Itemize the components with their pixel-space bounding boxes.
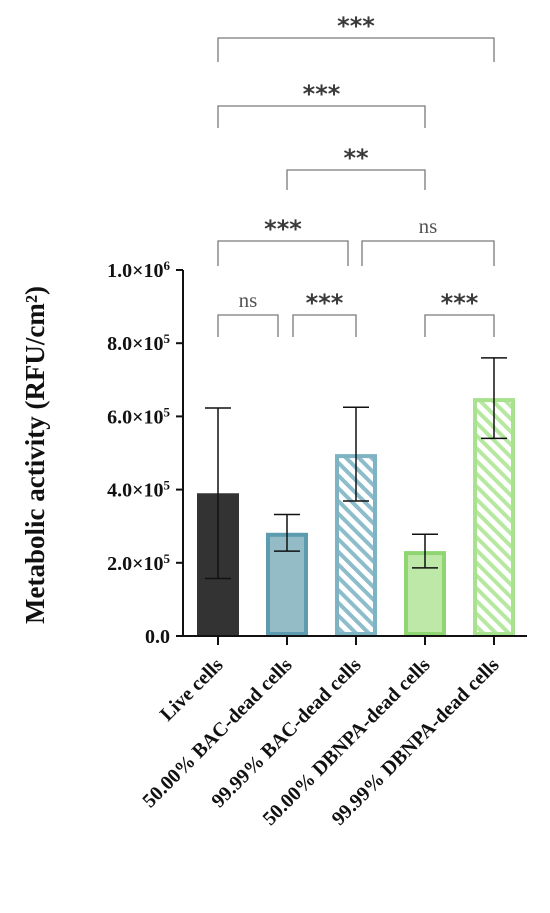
- significance-label: ns: [239, 288, 258, 312]
- error-bar: [481, 357, 507, 440]
- significance-bracket: ns: [217, 288, 279, 337]
- error-bar: [205, 407, 231, 580]
- y-tick-label: 0.0: [145, 626, 170, 648]
- significance-label: **: [343, 144, 369, 172]
- significance-label: ns: [419, 214, 438, 238]
- y-tick-label: 2.0×105: [107, 550, 170, 575]
- significance-bracket: ***: [292, 289, 357, 337]
- error-bar: [343, 406, 369, 502]
- significance-bracket: **: [286, 144, 426, 190]
- significance-bracket: ***: [217, 215, 349, 266]
- y-tick-label: 6.0×105: [107, 404, 170, 429]
- error-bar: [274, 513, 300, 552]
- x-tick-label: Live cells: [156, 654, 228, 726]
- error-bar: [412, 533, 438, 569]
- significance-label: ***: [441, 289, 479, 317]
- significance-bracket: ns: [361, 214, 495, 266]
- y-tick-label: 4.0×105: [107, 477, 170, 502]
- significance-label: ***: [337, 12, 375, 40]
- y-tick-label: 8.0×105: [107, 331, 170, 356]
- significance-label: ***: [264, 215, 302, 243]
- significance-label: ***: [303, 80, 341, 108]
- y-tick-label: 1.0×106: [107, 258, 170, 283]
- significance-label: ***: [306, 289, 344, 317]
- significance-bracket: ***: [217, 80, 426, 128]
- significance-bracket: ***: [424, 289, 495, 337]
- significance-bracket: ***: [217, 12, 495, 62]
- y-axis-title: Metabolic activity (RFU/cm²): [20, 286, 50, 624]
